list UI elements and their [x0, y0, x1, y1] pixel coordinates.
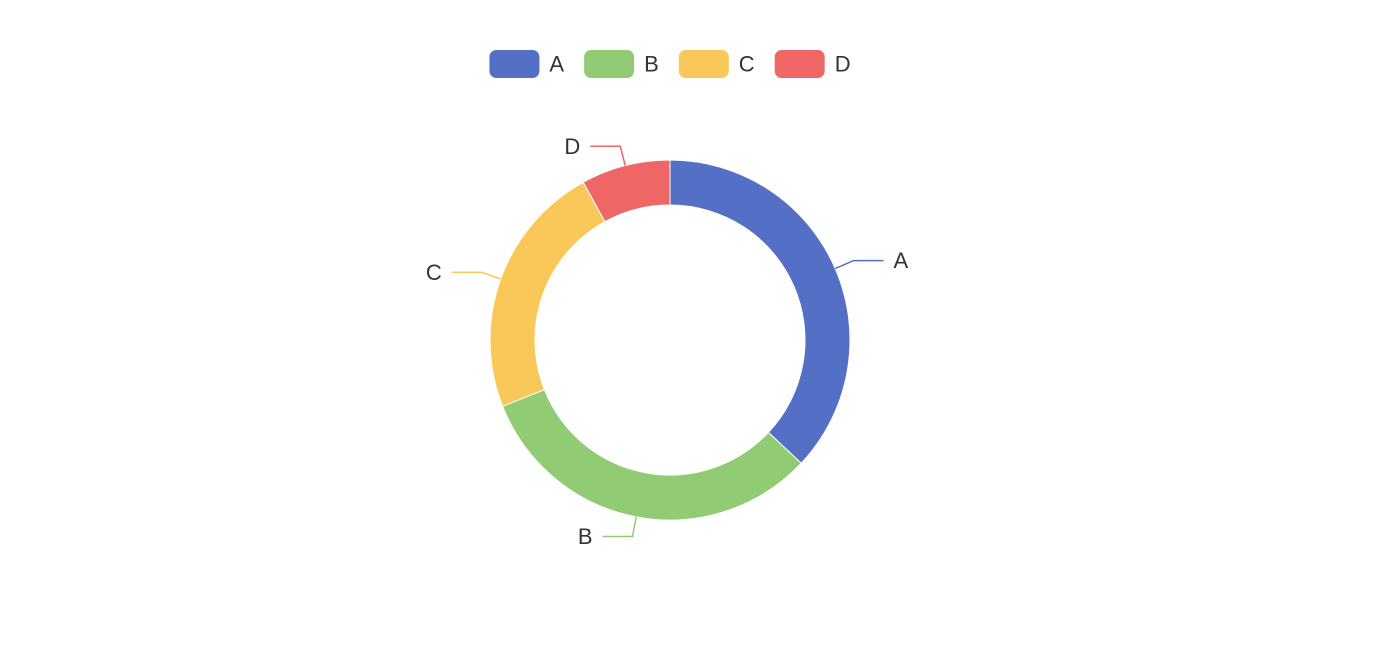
legend-item-b[interactable]: B	[584, 50, 659, 78]
slice-label-d: D	[564, 134, 580, 159]
leader-line-d	[590, 145, 626, 166]
slice-label-c: C	[426, 260, 442, 285]
legend-item-a[interactable]: A	[489, 50, 564, 78]
slice-b[interactable]	[502, 389, 802, 521]
slice-label-b: B	[578, 524, 593, 549]
slice-a[interactable]	[669, 159, 851, 464]
legend-label-c: C	[739, 52, 755, 77]
leader-line-a	[834, 259, 884, 270]
legend-label-b: B	[644, 52, 659, 77]
slice-label-a: A	[894, 248, 909, 273]
slice-c[interactable]	[489, 181, 606, 407]
legend-swatch-d	[774, 50, 825, 78]
slice-labels: A B C D	[426, 134, 909, 549]
donut-slices	[489, 159, 851, 521]
leader-line-b	[602, 516, 638, 538]
leader-line-c	[451, 271, 501, 280]
chart-legend[interactable]: A B C D	[489, 50, 851, 78]
slice-d[interactable]	[582, 159, 671, 223]
legend-item-c[interactable]: C	[678, 50, 755, 78]
legend-label-d: D	[835, 52, 851, 77]
legend-item-d[interactable]: D	[774, 50, 851, 78]
legend-swatch-c	[678, 50, 729, 78]
legend-label-a: A	[549, 52, 564, 77]
legend-swatch-b	[584, 50, 635, 78]
legend-swatch-a	[489, 50, 540, 78]
